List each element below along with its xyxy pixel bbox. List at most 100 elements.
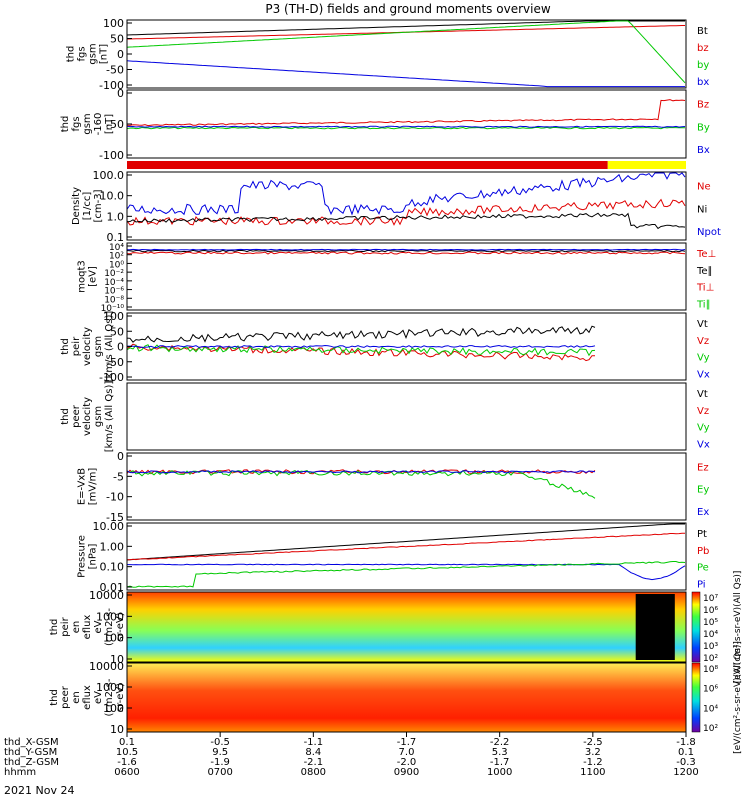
y-tick-label: 10⁻⁶ bbox=[104, 287, 124, 297]
y-axis-label-line: E=-VxB bbox=[77, 468, 88, 505]
x-axis-value: 1100 bbox=[580, 767, 605, 778]
y-axis-label-line: [km/s (All Qs)] bbox=[104, 311, 115, 383]
legend-entry: Ey bbox=[697, 485, 709, 496]
y-axis-label-line: [cm-3] bbox=[93, 189, 104, 222]
y-tick-label: 10⁻¹⁰ bbox=[101, 304, 125, 314]
colorbar-tick: 10² bbox=[703, 654, 718, 664]
y-tick-label: 10² bbox=[109, 252, 124, 262]
legend-entry: Vt bbox=[697, 319, 708, 330]
series-line-black bbox=[126, 20, 685, 36]
y-tick-label: -50 bbox=[106, 118, 124, 131]
y-tick-label: 50 bbox=[110, 325, 124, 338]
legend-entry: Vx bbox=[697, 369, 710, 380]
legend-entry: Vy bbox=[697, 423, 710, 434]
legend-entry: Pe bbox=[697, 563, 709, 574]
colorbar-tick: 10³ bbox=[703, 642, 718, 652]
legend-entry: Pi bbox=[697, 579, 706, 590]
series-line-black bbox=[126, 325, 596, 343]
x-axis-value: 9.5 bbox=[212, 747, 228, 758]
y-axis-label-line: gsm bbox=[93, 406, 104, 427]
y-axis-label-line: en bbox=[71, 621, 82, 634]
x-axis-value: 0900 bbox=[394, 767, 419, 778]
x-axis-value: -1.6 bbox=[117, 757, 137, 768]
panel-8: 0 -5 -10 -15 E=-VxB[mV/m] Ez Ey Ex bbox=[77, 450, 710, 524]
legend-entry: Ti∥ bbox=[696, 299, 711, 310]
series-line-red bbox=[126, 198, 686, 226]
x-axis-ephemeris: thd_X-GSM 0.1 -0.5 -1.1 -1.7 -2.2 -2.5 -1.8 thd_… bbox=[4, 732, 699, 778]
mode-bar-segment bbox=[607, 161, 686, 169]
x-axis-value: -0.3 bbox=[676, 757, 696, 768]
legend-entry: Vx bbox=[697, 439, 710, 450]
y-axis-label-line: velocity bbox=[82, 327, 93, 366]
colorbar-tick: 10⁸ bbox=[703, 665, 718, 675]
legend-entry: Bz bbox=[697, 100, 709, 111]
x-axis-row-label: thd_Z-GSM bbox=[4, 757, 59, 768]
y-axis-label-line: peer bbox=[71, 404, 82, 428]
series-line-blue bbox=[126, 125, 686, 128]
x-axis-value: -1.1 bbox=[304, 737, 324, 748]
y-axis-label-line: thd bbox=[49, 689, 60, 706]
x-axis-value: -1.9 bbox=[210, 757, 230, 768]
x-axis-value: -1.7 bbox=[490, 757, 510, 768]
series-line-black bbox=[126, 249, 686, 253]
colorbar bbox=[691, 662, 701, 733]
y-axis-label: thdpeirvelocitygsm[km/s (All Qs)] bbox=[60, 311, 115, 383]
panel-2: 0 -50 -100 thdfgsgsm-160[nT] Bz By Bx bbox=[60, 87, 710, 162]
x-axis-value: -1.8 bbox=[676, 737, 696, 748]
panel-frame bbox=[126, 171, 687, 241]
x-axis-value: 0800 bbox=[301, 767, 326, 778]
mode-bar-segment bbox=[127, 161, 608, 169]
series-line-red bbox=[126, 343, 595, 362]
y-tick-label: 100 bbox=[103, 310, 124, 323]
y-tick-label: 10⁻² bbox=[104, 269, 124, 279]
y-axis-label: E=-VxB[mV/m] bbox=[77, 468, 99, 506]
x-axis-value: -1.7 bbox=[397, 737, 417, 748]
y-tick-label: 10.00 bbox=[93, 520, 125, 533]
panel-4: 100.010.01.00.1Density[1/cc][cm-3]NeNiNp… bbox=[71, 169, 721, 244]
y-tick-label: 0.10 bbox=[100, 561, 125, 574]
legend-entry: Pt bbox=[697, 529, 707, 540]
colorbar-tick: 10⁴ bbox=[703, 630, 718, 640]
legend-entry: Ex bbox=[697, 507, 709, 518]
y-tick-label: 10⁰ bbox=[109, 260, 124, 270]
series-line-green bbox=[126, 126, 686, 130]
y-tick-label: 50 bbox=[110, 33, 124, 46]
y-axis-label-line: gsm bbox=[93, 336, 104, 357]
y-axis-label-line: eV bbox=[93, 620, 104, 633]
y-tick-label: -15 bbox=[106, 511, 124, 524]
series-line-blue bbox=[127, 563, 686, 581]
y-tick-label: 0 bbox=[117, 341, 124, 354]
panel-3 bbox=[127, 161, 686, 169]
y-tick-label: 10000 bbox=[89, 660, 124, 673]
y-tick-label: -10 bbox=[106, 491, 124, 504]
y-tick-label: -50 bbox=[106, 356, 124, 369]
panel-frame bbox=[126, 522, 687, 591]
y-axis-label-line: peir bbox=[71, 336, 82, 356]
legend-entry: Ez bbox=[697, 462, 709, 473]
panel-frame bbox=[126, 591, 687, 663]
y-axis-label: Density[1/cc][cm-3] bbox=[71, 187, 104, 225]
y-axis-label-line: (cm2-s- bbox=[104, 608, 115, 646]
panel-1: 100 50 0 -50 -100 thdfgsgsm[nT] Bt bz by bx bbox=[66, 17, 710, 92]
series-line-red bbox=[126, 251, 686, 255]
series-line-green bbox=[126, 561, 686, 588]
legend-entry: By bbox=[697, 122, 710, 133]
colorbar-label: [eV/(cm²-s-sr-eV)(All Qs)] bbox=[733, 571, 743, 684]
y-tick-label: 10 bbox=[110, 653, 124, 666]
x-axis-row-label: thd_Y-GSM bbox=[4, 747, 57, 758]
y-axis-label-line: fgs bbox=[71, 116, 82, 131]
y-axis-label-line: sr-eV) bbox=[115, 683, 126, 712]
spectrogram bbox=[127, 663, 686, 732]
x-axis-value: 3.2 bbox=[585, 747, 601, 758]
y-axis-label-line: [nT] bbox=[104, 114, 115, 134]
panel-10: 10⁷10⁶10⁵10⁴10³10²10000100010010thdpeire… bbox=[49, 571, 743, 684]
y-tick-label: 1.00 bbox=[100, 540, 125, 553]
date-label: 2021 Nov 24 bbox=[4, 784, 74, 797]
x-axis-value: -2.2 bbox=[490, 737, 510, 748]
y-axis-label-line: [nPa] bbox=[88, 543, 99, 569]
legend-entry: Bt bbox=[697, 26, 708, 37]
x-axis-value: 0.1 bbox=[678, 747, 694, 758]
